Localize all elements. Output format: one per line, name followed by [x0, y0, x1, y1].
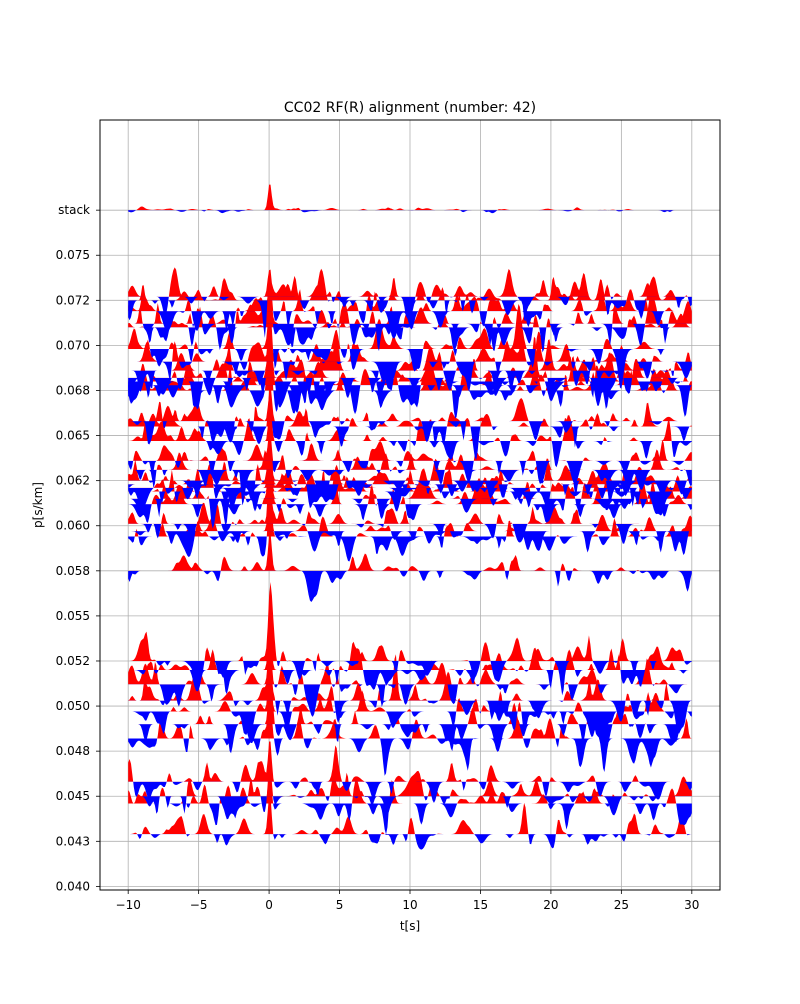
- rf-trace: [128, 324, 692, 392]
- y-tick-label: 0.045: [56, 789, 90, 803]
- rf-trace: [128, 429, 692, 506]
- stack-trace: [128, 184, 692, 214]
- x-tick-label: −5: [190, 898, 208, 912]
- x-tick-label: 0: [265, 898, 273, 912]
- y-tick-label: 0.070: [56, 338, 90, 352]
- y-tick-label: 0.065: [56, 429, 90, 443]
- rf-trace: [128, 267, 692, 322]
- positive-fill: [135, 324, 665, 362]
- chart-title: CC02 RF(R) alignment (number: 42): [284, 100, 536, 116]
- y-tick-label: 0.068: [56, 383, 90, 397]
- y-tick-label: 0.072: [56, 293, 90, 307]
- y-tick-label: 0.048: [56, 744, 90, 758]
- negative-fill: [128, 361, 692, 392]
- negative-fill: [128, 796, 692, 820]
- negative-fill: [128, 670, 692, 695]
- negative-fill: [128, 377, 692, 409]
- positive-fill: [168, 329, 692, 371]
- positive-fill: [128, 582, 692, 661]
- negative-fill: [128, 469, 692, 506]
- y-axis-title: p[s/km]: [31, 482, 45, 528]
- positive-fill: [128, 654, 670, 701]
- y-tick-label: 0.040: [56, 879, 90, 893]
- y-tick-label: 0.050: [56, 699, 90, 713]
- negative-fill: [128, 487, 692, 510]
- rf-trace: [128, 457, 692, 529]
- negative-fill: [128, 311, 692, 339]
- rf-trace: [128, 329, 692, 392]
- x-tick-label: 5: [336, 898, 344, 912]
- positive-fill: [128, 741, 692, 782]
- positive-fill: [133, 430, 692, 461]
- rf-trace: [128, 582, 692, 696]
- rf-trace: [128, 762, 692, 820]
- rf-trace: [128, 654, 692, 734]
- negative-fill: [156, 660, 692, 696]
- negative-fill: [128, 460, 692, 484]
- negative-fill: [128, 210, 678, 214]
- rf-trace: [128, 430, 692, 484]
- y-tick-label: 0.060: [56, 519, 90, 533]
- negative-fill: [128, 390, 666, 419]
- negative-fill: [128, 491, 692, 516]
- y-tick-label: stack: [58, 203, 90, 217]
- y-tick-label: 0.058: [56, 564, 90, 578]
- y-tick-label: 0.075: [56, 248, 90, 262]
- rf-trace: [128, 793, 692, 850]
- negative-fill: [128, 724, 692, 772]
- rf-trace: [128, 490, 692, 558]
- positive-fill: [147, 429, 686, 470]
- tick-layer: −10 −5 0 5 10 15 20 25 30 0.040 0.043 0.045 0.048 0.0…: [56, 203, 700, 912]
- x-tick-label: −10: [116, 898, 141, 912]
- negative-fill: [128, 385, 692, 417]
- negative-fill: [142, 323, 669, 352]
- positive-fill: [128, 304, 657, 350]
- rf-trace: [128, 689, 692, 772]
- positive-fill: [128, 275, 676, 312]
- x-axis-title: t[s]: [400, 919, 420, 933]
- positive-fill: [128, 267, 692, 297]
- x-tick-label: 30: [684, 898, 699, 912]
- negative-fill: [206, 440, 692, 468]
- negative-fill: [140, 523, 640, 544]
- negative-fill: [128, 531, 692, 558]
- x-tick-label: 15: [473, 898, 488, 912]
- negative-fill: [128, 536, 692, 562]
- rf-trace: [128, 304, 692, 389]
- trace-layer: [128, 184, 692, 850]
- x-tick-label: 20: [543, 898, 558, 912]
- y-tick-label: 0.052: [56, 654, 90, 668]
- y-tick-label: 0.055: [56, 609, 90, 623]
- negative-fill: [128, 498, 692, 529]
- positive-fill: [170, 670, 685, 712]
- positive-fill: [128, 793, 687, 835]
- x-tick-label: 10: [402, 898, 417, 912]
- rf-trace: [128, 741, 692, 803]
- rf-trace: [128, 275, 692, 339]
- y-tick-label: 0.043: [56, 834, 90, 848]
- negative-fill: [128, 700, 692, 734]
- rf-trace: [128, 643, 692, 717]
- y-tick-label: 0.062: [56, 474, 90, 488]
- x-tick-label: 25: [614, 898, 629, 912]
- negative-fill: [128, 684, 692, 717]
- positive-fill: [161, 457, 692, 499]
- negative-fill: [128, 834, 692, 850]
- positive-fill: [128, 184, 692, 211]
